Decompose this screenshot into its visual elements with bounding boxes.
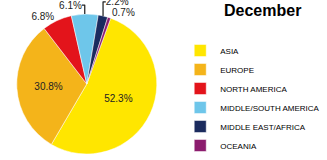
svg-text:ASIA: ASIA xyxy=(220,47,239,56)
svg-text:December: December xyxy=(224,2,301,19)
svg-text:52.3%: 52.3% xyxy=(104,93,132,104)
svg-text:MIDDLE EAST/AFRICA: MIDDLE EAST/AFRICA xyxy=(220,123,306,132)
svg-text:0.7%: 0.7% xyxy=(112,7,135,18)
svg-text:EUROPE: EUROPE xyxy=(220,66,254,75)
svg-text:2.2%: 2.2% xyxy=(106,0,129,7)
svg-text:NORTH AMERICA: NORTH AMERICA xyxy=(220,85,287,94)
svg-text:6.1%: 6.1% xyxy=(59,0,82,11)
svg-text:30.8%: 30.8% xyxy=(34,81,62,92)
svg-text:6.8%: 6.8% xyxy=(31,11,54,22)
svg-text:MIDDLE/SOUTH AMERICA: MIDDLE/SOUTH AMERICA xyxy=(220,104,319,113)
svg-text:OCEANIA: OCEANIA xyxy=(220,142,257,151)
